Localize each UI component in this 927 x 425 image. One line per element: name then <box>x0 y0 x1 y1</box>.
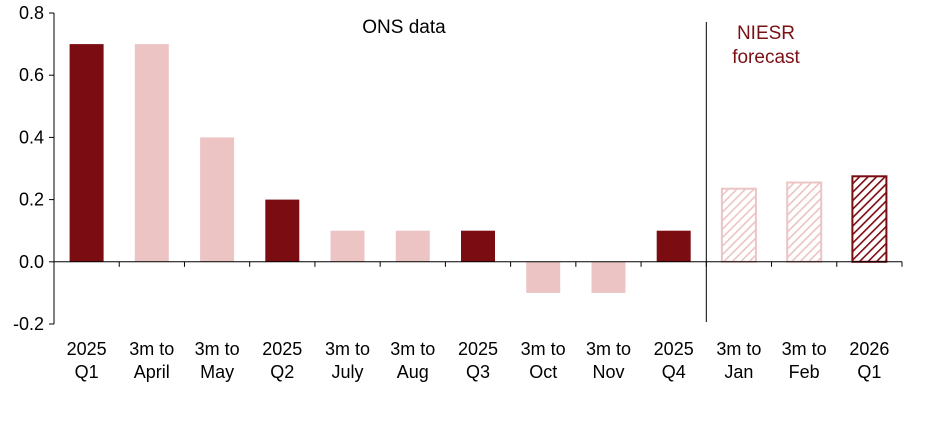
bar-2025-q4 <box>656 230 691 262</box>
category-label: Aug <box>397 362 429 382</box>
y-tick-label: 0.2 <box>19 190 44 210</box>
axes-layer <box>49 12 903 325</box>
category-label: 2026 <box>849 339 889 359</box>
bar-3m-to-july <box>330 230 365 262</box>
category-label: 3m to <box>129 339 174 359</box>
category-label: 3m to <box>521 339 566 359</box>
niesr-forecast-annotation-line2: forecast <box>732 47 800 68</box>
category-label: Jan <box>724 362 753 382</box>
bar-2025-q1 <box>69 44 104 262</box>
category-label: 3m to <box>195 339 240 359</box>
labels-layer: -0.2 0.0 0.2 0.4 0.6 0.8 2025 Q1 3m to April 3m to… <box>13 3 889 382</box>
category-label: Feb <box>789 362 820 382</box>
category-label: 2025 <box>67 339 107 359</box>
category-label: 3m to <box>716 339 761 359</box>
category-label: Q1 <box>857 362 881 382</box>
bar-3m-to-may <box>200 137 235 262</box>
bar-3m-to-jan <box>720 187 757 263</box>
bar-3m-to-nov <box>591 261 626 293</box>
bar-3m-to-oct <box>526 261 561 293</box>
bar-3m-to-aug <box>395 230 430 262</box>
y-tick-label: 0.8 <box>19 3 44 23</box>
category-label: July <box>331 362 363 382</box>
category-label: Q2 <box>270 362 294 382</box>
ons-data-annotation: ONS data <box>362 17 446 38</box>
category-label: 3m to <box>325 339 370 359</box>
bar-3m-to-feb <box>786 181 823 263</box>
y-tick-label: 0.6 <box>19 65 44 85</box>
category-label: 3m to <box>390 339 435 359</box>
category-label: Nov <box>592 362 624 382</box>
niesr-forecast-annotation-line1: NIESR <box>737 23 795 44</box>
category-label: Q3 <box>466 362 490 382</box>
y-tick-label: 0.0 <box>19 252 44 272</box>
bar-2025-q2 <box>265 199 300 262</box>
category-label: 2025 <box>654 339 694 359</box>
category-label: 3m to <box>782 339 827 359</box>
bar-2026-q1 <box>851 175 888 263</box>
category-label: May <box>200 362 234 382</box>
y-tick-label: 0.4 <box>19 127 44 147</box>
bar-3m-to-april <box>134 44 169 262</box>
category-label: 3m to <box>586 339 631 359</box>
category-label: 2025 <box>262 339 302 359</box>
category-label: Oct <box>529 362 557 382</box>
bars-layer <box>69 44 888 293</box>
category-label: Q4 <box>662 362 686 382</box>
y-tick-label: -0.2 <box>13 314 44 334</box>
category-label: Q1 <box>75 362 99 382</box>
category-label: 2025 <box>458 339 498 359</box>
bar-2025-q3 <box>461 230 495 262</box>
category-label: April <box>134 362 170 382</box>
